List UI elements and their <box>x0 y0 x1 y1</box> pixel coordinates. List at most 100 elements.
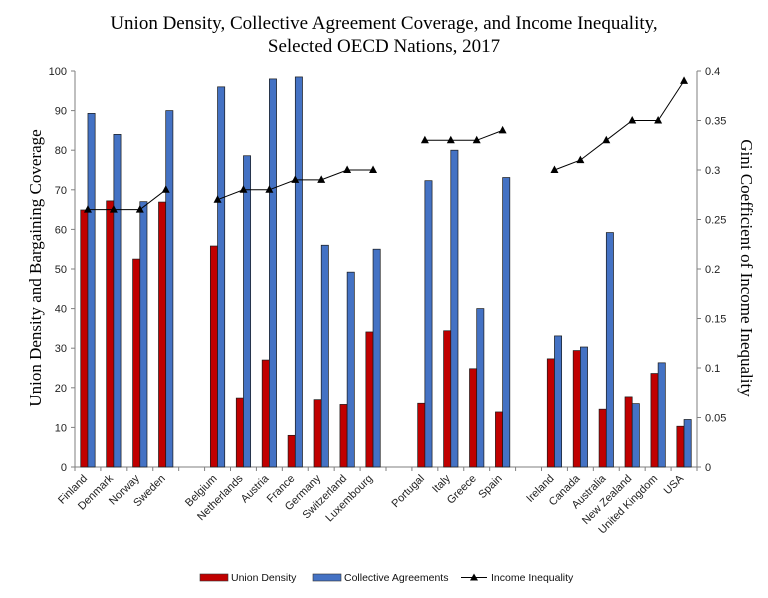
bar-collective-agreements-ireland <box>554 335 563 468</box>
plot-area: 0 10 20 30 40 50 60 70 80 90 100 0 0.05 0.1 0.15 0.2 0.2… <box>49 66 727 536</box>
bar-collective-agreements-austria <box>269 78 277 468</box>
chart-title-line-2: Selected OECD Nations, 2017 <box>268 36 500 57</box>
point-income-inequality-ireland <box>550 165 559 173</box>
right-tick-label: 0.3 <box>705 165 720 177</box>
bar-collective-agreements-italy <box>450 149 459 468</box>
bar-collective-agreements-norway <box>139 201 148 468</box>
legend-swatch-union-density <box>199 573 229 582</box>
point-income-inequality-sweden <box>161 185 170 193</box>
right-tick-label: 0.2 <box>705 264 720 276</box>
bar-union-density-norway <box>132 258 141 468</box>
bar-collective-agreements-portugal <box>424 180 433 468</box>
income-inequality-line-group-3 <box>424 129 503 141</box>
legend-label-union-density: Union Density <box>231 572 297 584</box>
bar-union-density-australia <box>598 408 607 468</box>
point-income-inequality-usa <box>680 76 689 84</box>
point-income-inequality-portugal <box>420 135 429 144</box>
left-tick-label: 50 <box>55 264 67 276</box>
bar-union-density-belgium <box>209 245 218 468</box>
income-inequality-line-group-4 <box>554 80 685 171</box>
point-income-inequality-finland <box>83 205 92 213</box>
bar-union-density-denmark <box>106 200 115 468</box>
bar-union-density-ireland <box>546 358 555 468</box>
point-income-inequality-germany <box>317 175 326 183</box>
right-tick-label: 0.25 <box>705 215 726 227</box>
bar-collective-agreements-netherlands <box>243 155 252 468</box>
bar-collective-agreements-luxembourg <box>372 248 381 468</box>
point-income-inequality-belgium <box>213 195 222 203</box>
x-tick-label-portugal: Portugal <box>390 473 427 510</box>
legend-marker-income-inequality <box>470 573 478 581</box>
bar-union-density-france <box>287 434 296 468</box>
bar-collective-agreements-finland <box>87 113 96 468</box>
bar-union-density-portugal <box>417 402 426 468</box>
bar-collective-agreements-spain <box>502 177 511 468</box>
point-income-inequality-france <box>291 175 300 183</box>
bar-union-density-italy <box>443 330 452 468</box>
bar-collective-agreements-belgium <box>217 86 226 468</box>
left-tick-label: 80 <box>55 145 67 157</box>
left-tick-label: 30 <box>55 343 67 355</box>
point-income-inequality-canada <box>576 155 585 164</box>
bar-union-density-germany <box>313 399 322 468</box>
point-income-inequality-new-zealand <box>628 116 637 124</box>
left-tick-label: 60 <box>55 224 67 236</box>
bar-union-density-new-zealand <box>624 396 633 468</box>
x-tick-label-greece: Greece <box>445 473 479 507</box>
point-income-inequality-italy <box>446 135 455 144</box>
bar-collective-agreements-new-zealand <box>631 403 640 468</box>
point-income-inequality-norway <box>135 205 144 213</box>
chart-title-line-1: Union Density, Collective Agreement Cove… <box>110 13 657 34</box>
bar-union-density-netherlands <box>235 397 244 468</box>
bar-union-density-finland <box>80 209 89 468</box>
left-axis-title: Union Density and Bargaining Coverage <box>26 129 45 406</box>
bar-collective-agreements-france <box>294 76 303 468</box>
bar-collective-agreements-united-kingdom <box>657 362 666 468</box>
point-income-inequality-spain <box>498 125 507 134</box>
point-income-inequality-greece <box>472 135 481 144</box>
legend-label-income-inequality: Income Inequality <box>491 572 574 584</box>
bar-union-density-spain <box>495 411 503 468</box>
bar-union-density-greece <box>469 368 478 468</box>
bar-collective-agreements-denmark <box>113 134 122 468</box>
bar-collective-agreements-germany <box>320 244 329 468</box>
income-inequality-line-group-1 <box>87 189 167 211</box>
x-tick-label-usa: USA <box>662 472 687 497</box>
point-income-inequality-denmark <box>109 205 118 213</box>
bar-collective-agreements-canada <box>580 346 588 468</box>
right-tick-label: 0.15 <box>705 314 726 326</box>
right-tick-label: 0.35 <box>705 116 726 128</box>
legend: Union Density Collective Agreements Inco… <box>199 572 574 584</box>
bar-collective-agreements-greece <box>476 308 485 468</box>
left-tick-label: 10 <box>55 422 67 434</box>
right-tick-label: 0.05 <box>705 413 726 425</box>
left-tick-label: 90 <box>55 106 67 118</box>
point-income-inequality-netherlands <box>239 185 248 193</box>
bar-collective-agreements-usa <box>683 419 692 468</box>
bar-collective-agreements-sweden <box>165 110 174 468</box>
left-tick-label: 70 <box>55 185 67 197</box>
left-tick-label: 40 <box>55 304 67 316</box>
point-income-inequality-united-kingdom <box>654 116 663 124</box>
right-tick-label: 0 <box>705 462 711 474</box>
bar-union-density-sweden <box>158 201 167 468</box>
left-tick-label: 0 <box>61 462 67 474</box>
right-tick-label: 0.4 <box>705 66 720 78</box>
x-tick-label-spain: Spain <box>476 473 504 501</box>
left-tick-label: 20 <box>55 383 67 395</box>
point-income-inequality-australia <box>602 135 611 144</box>
right-tick-label: 0.1 <box>705 363 720 375</box>
point-income-inequality-luxembourg <box>369 165 378 173</box>
bar-collective-agreements-australia <box>605 232 614 468</box>
point-income-inequality-switzerland <box>343 165 352 173</box>
bar-collective-agreements-switzerland <box>346 271 355 468</box>
bar-union-density-luxembourg <box>365 331 374 468</box>
bar-union-density-switzerland <box>339 404 348 468</box>
bar-union-density-canada <box>572 350 581 468</box>
right-axis-title: Gini Coefficient of Income Inequality <box>737 139 756 397</box>
point-income-inequality-austria <box>265 185 274 193</box>
bar-union-density-united-kingdom <box>650 373 659 468</box>
legend-label-collective-agreements: Collective Agreements <box>344 572 448 584</box>
bar-union-density-usa <box>676 425 685 468</box>
